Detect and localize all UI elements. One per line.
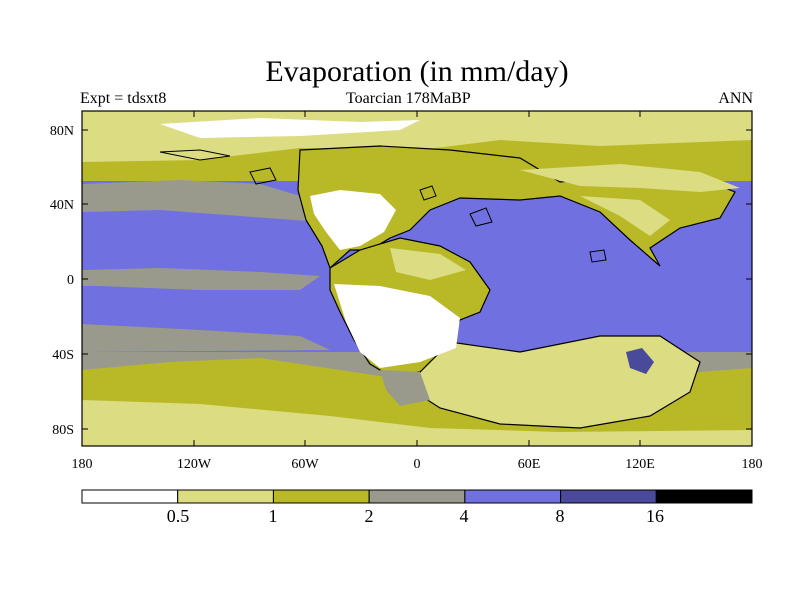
- legend-label: 8: [556, 506, 565, 526]
- period-label: Toarcian 178MaBP: [346, 90, 471, 107]
- y-axis: 80N 40N 0 40S 80S: [50, 124, 752, 438]
- map-field: [82, 111, 752, 446]
- southern-ocean-grey: [82, 324, 330, 352]
- gondwana-pale-patch: [390, 248, 466, 280]
- x-tick-label: 180: [72, 457, 93, 472]
- legend-labels: 0.5 1 2 4 8 16: [167, 506, 664, 526]
- legend-swatch: [368, 489, 466, 504]
- legend-label: 0.5: [167, 506, 190, 526]
- legend-label: 1: [269, 506, 278, 526]
- arctic-island-outline-2: [249, 167, 277, 185]
- x-axis: 180 120W 60W 0 60E 120E 180: [72, 111, 763, 472]
- band-arctic-white: [160, 118, 420, 138]
- x-tick-label: 0: [414, 457, 421, 472]
- experiment-label: Expt = tdsxt8: [80, 90, 167, 107]
- legend-swatch: [81, 489, 179, 504]
- y-tick-label: 80S: [52, 423, 74, 438]
- legend-label: 4: [460, 506, 469, 526]
- laurasia-pale-interior: [520, 164, 740, 192]
- y-tick-label: 0: [67, 273, 74, 288]
- legend-swatch: [560, 489, 657, 504]
- tropical-grey-streak: [82, 268, 320, 290]
- island-outline-1: [419, 185, 437, 201]
- arctic-island-outline: [159, 149, 231, 161]
- y-tick-label: 80N: [50, 124, 74, 139]
- season-label: ANN: [718, 90, 753, 107]
- y-tick-label: 40N: [50, 198, 74, 213]
- legend-label: 16: [646, 506, 664, 526]
- laurasia-arid-white: [310, 190, 396, 250]
- legend-label: 2: [365, 506, 374, 526]
- y-tick-label: 40S: [52, 348, 74, 363]
- band-mid-lat-grey: [82, 180, 320, 222]
- band-southern-pale: [82, 400, 752, 446]
- color-legend: [81, 489, 753, 504]
- gondwana-arid-white: [334, 284, 460, 368]
- x-tick-label: 60W: [291, 457, 319, 472]
- high-evaporation-patch: [626, 348, 654, 374]
- x-tick-label: 180: [742, 457, 763, 472]
- legend-swatch: [464, 489, 562, 504]
- x-tick-label: 120E: [625, 457, 655, 472]
- x-tick-label: 60E: [518, 457, 541, 472]
- island-outline-3: [589, 249, 607, 263]
- legend-swatch: [177, 489, 274, 504]
- asia-pale-coast: [580, 196, 670, 236]
- x-tick-label: 120W: [177, 457, 212, 472]
- map-title: Evaporation (in mm/day): [265, 55, 569, 88]
- island-outline-2: [469, 207, 493, 227]
- legend-swatch: [272, 489, 370, 504]
- southern-grey-patch: [380, 370, 430, 406]
- legend-swatch: [655, 489, 753, 504]
